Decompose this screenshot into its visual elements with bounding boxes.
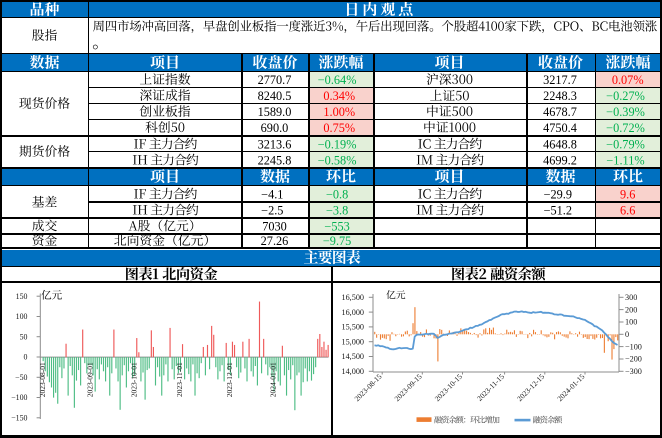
svg-text:0: 0 [24,353,28,362]
svg-text:−2.5: −2.5 [261,204,283,218]
svg-text:15,000: 15,000 [341,337,364,346]
svg-text:16,000: 16,000 [341,308,364,317]
svg-text:−0.72%: −0.72% [606,121,645,135]
svg-text:4699.2: 4699.2 [543,154,577,168]
svg-text:−100: −100 [11,393,27,402]
svg-text:−0.58%: −0.58% [318,154,357,168]
svg-text:14,500: 14,500 [341,352,364,361]
svg-text:−0.8: −0.8 [326,188,348,202]
svg-text:9.6: 9.6 [620,188,635,202]
svg-text:200: 200 [625,305,637,314]
svg-text:0: 0 [625,330,629,339]
svg-text:6.6: 6.6 [620,204,635,218]
svg-text:−300: −300 [625,367,642,376]
svg-text:16,500: 16,500 [341,293,364,302]
svg-text:−51.2: −51.2 [544,204,572,218]
svg-text:−3.8: −3.8 [326,204,348,218]
svg-text:300: 300 [625,293,637,302]
svg-text:14,000: 14,000 [341,367,364,376]
svg-text:0.07%: 0.07% [612,73,644,87]
svg-text:2023-11-01: 2023-11-01 [175,362,184,397]
svg-text:2023-12-15: 2023-12-15 [515,372,546,403]
svg-text:2023-08-15: 2023-08-15 [353,372,384,403]
svg-text:2023-10-15: 2023-10-15 [433,372,464,403]
svg-text:−553: −553 [324,220,349,234]
svg-text:0.34%: 0.34% [323,89,355,103]
svg-text:50: 50 [20,332,28,341]
svg-text:−200: −200 [625,355,642,364]
svg-text:−29.9: −29.9 [544,188,572,202]
svg-text:−4.1: −4.1 [261,188,283,202]
svg-text:2770.7: 2770.7 [258,73,292,87]
svg-text:15,500: 15,500 [341,323,364,332]
svg-text:7030: 7030 [262,220,287,234]
svg-text:150: 150 [16,292,28,301]
svg-text:−9.75: −9.75 [323,234,351,248]
svg-text:27.26: 27.26 [261,234,289,248]
svg-text:−0.27%: −0.27% [606,89,645,103]
svg-text:−100: −100 [625,342,642,351]
svg-text:−0.39%: −0.39% [606,105,645,119]
svg-text:−0.64%: −0.64% [318,73,357,87]
svg-text:−1.11%: −1.11% [606,154,644,168]
svg-text:3213.6: 3213.6 [258,138,292,152]
svg-text:2245.8: 2245.8 [258,154,292,168]
svg-text:3217.7: 3217.7 [543,73,577,87]
svg-text:1.00%: 1.00% [323,105,355,119]
svg-text:2024-01-15: 2024-01-15 [555,372,586,403]
svg-text:−50: −50 [15,373,27,382]
svg-text:100: 100 [625,318,637,327]
svg-text:2023-08-01: 2023-08-01 [38,362,47,397]
svg-text:100: 100 [16,312,28,321]
svg-text:2024-01-01: 2024-01-01 [269,362,278,397]
svg-text:0.75%: 0.75% [323,121,355,135]
svg-text:4750.4: 4750.4 [543,121,577,135]
svg-text:−150: −150 [11,413,27,422]
svg-text:2023-12-01: 2023-12-01 [225,362,234,397]
svg-text:1589.0: 1589.0 [258,105,292,119]
svg-text:4648.8: 4648.8 [543,138,577,152]
svg-text:2248.3: 2248.3 [543,89,577,103]
svg-text:8240.5: 8240.5 [258,89,292,103]
svg-text:690.0: 690.0 [261,121,289,135]
svg-text:−0.19%: −0.19% [318,138,357,152]
svg-text:4678.7: 4678.7 [543,105,577,119]
svg-text:2023-11-15: 2023-11-15 [475,372,506,403]
svg-text:2023-09-15: 2023-09-15 [393,372,424,403]
svg-text:−0.79%: −0.79% [606,138,645,152]
svg-text:2023-09-01: 2023-09-01 [86,362,95,397]
svg-text:2023-10-01: 2023-10-01 [129,362,138,397]
